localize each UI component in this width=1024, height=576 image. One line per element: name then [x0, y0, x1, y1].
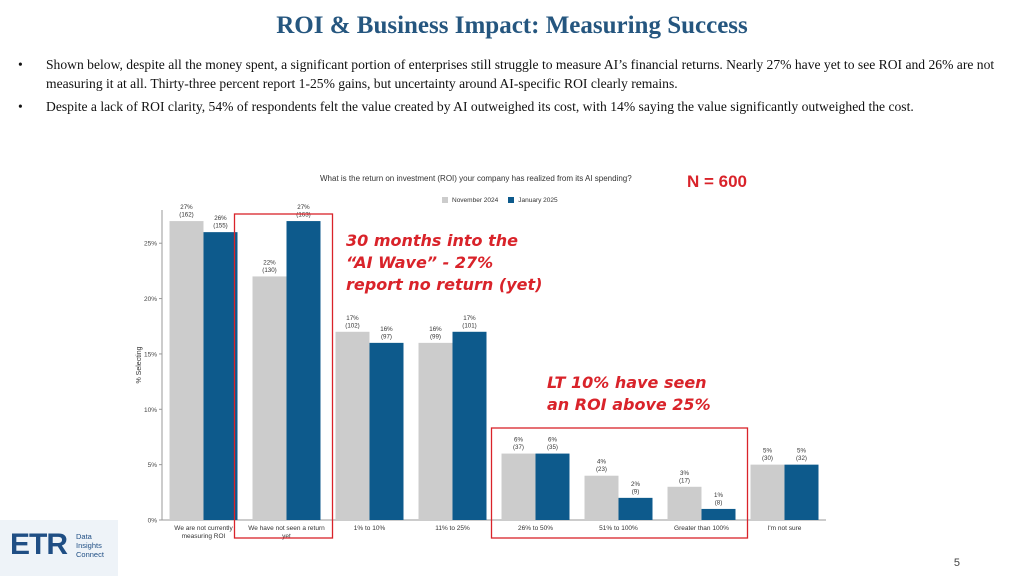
- annotation-line: an ROI above 25%: [547, 395, 711, 414]
- data-label: (162): [179, 212, 193, 219]
- bullet-list: • Shown below, despite all the money spe…: [18, 55, 1008, 120]
- bar-nov2024: [418, 342, 453, 520]
- bar-nov2024: [750, 464, 785, 520]
- x-tick-label: 51% to 100%: [599, 525, 638, 532]
- data-label: 27%: [297, 204, 310, 211]
- legend-swatch: [508, 197, 515, 204]
- bullet-text: Shown below, despite all the money spent…: [46, 57, 995, 91]
- bar-jan2025: [535, 453, 570, 520]
- data-label: (97): [381, 333, 392, 340]
- bar-nov2024: [501, 453, 536, 520]
- data-label: 5%: [797, 448, 806, 455]
- annotation-line: report no return (yet): [346, 275, 543, 294]
- y-tick-label: 10%: [144, 407, 157, 414]
- data-label: (35): [547, 444, 558, 451]
- chart-question: What is the return on investment (ROI) y…: [320, 174, 632, 183]
- data-label: 1%: [714, 492, 723, 499]
- data-label: 27%: [180, 204, 193, 211]
- data-label: 22%: [263, 259, 276, 266]
- bar-jan2025: [203, 232, 238, 520]
- bar-jan2025: [618, 497, 653, 520]
- data-label: (37): [513, 444, 524, 451]
- annotation-line: “AI Wave” - 27%: [346, 253, 494, 272]
- data-label: 16%: [429, 326, 442, 333]
- bullet-item: • Shown below, despite all the money spe…: [18, 55, 1008, 93]
- legend-label: January 2025: [518, 197, 558, 204]
- data-label: 2%: [631, 481, 640, 488]
- annotation-line: 30 months into the: [346, 231, 518, 250]
- bar-nov2024: [667, 486, 702, 520]
- bar-nov2024: [335, 331, 370, 520]
- logo-line: Connect: [76, 550, 104, 559]
- x-tick-label: We are not currently: [174, 525, 233, 532]
- x-tick-label: yet: [282, 533, 291, 540]
- data-label: (8): [715, 499, 723, 506]
- annotation-lt10: LT 10% have seen an ROI above 25%: [547, 372, 711, 416]
- data-label: 17%: [346, 315, 359, 322]
- logo-line: Data: [76, 532, 92, 541]
- data-label: 5%: [763, 448, 772, 455]
- data-label: (130): [262, 267, 276, 274]
- x-tick-label: 26% to 50%: [518, 525, 553, 532]
- x-tick-label: measuring ROI: [182, 533, 226, 540]
- bullet-item: • Despite a lack of ROI clarity, 54% of …: [18, 97, 1008, 116]
- bullet-marker: •: [18, 99, 23, 114]
- data-label: 17%: [463, 315, 476, 322]
- chart-legend: November 2024 January 2025: [442, 197, 558, 204]
- bullet-marker: •: [18, 57, 23, 72]
- x-tick-label: 11% to 25%: [435, 525, 470, 532]
- y-tick-label: 0%: [148, 518, 158, 525]
- data-label: (163): [296, 212, 310, 219]
- data-label: 3%: [680, 470, 689, 477]
- bar-jan2025: [701, 508, 736, 520]
- bar-nov2024: [252, 276, 287, 520]
- data-label: 26%: [214, 215, 227, 222]
- data-label: (99): [430, 333, 441, 340]
- x-tick-label: Greater than 100%: [674, 525, 729, 532]
- highlight-box-no-return: [233, 213, 334, 539]
- legend-item-jan: January 2025: [508, 197, 558, 204]
- y-tick-label: 25%: [144, 241, 157, 248]
- sample-size-label: N = 600: [687, 172, 748, 191]
- data-label: (102): [345, 322, 359, 329]
- data-label: (17): [679, 477, 690, 484]
- data-label: (9): [632, 488, 640, 495]
- slide-title: ROI & Business Impact: Measuring Success: [276, 12, 748, 39]
- x-tick-label: 1% to 10%: [354, 525, 386, 532]
- data-label: 6%: [548, 437, 557, 444]
- y-tick-label: 5%: [148, 462, 158, 469]
- data-label: 16%: [380, 326, 393, 333]
- data-label: (101): [462, 322, 476, 329]
- bar-nov2024: [584, 475, 619, 520]
- y-tick-label: 20%: [144, 296, 157, 303]
- bar-jan2025: [286, 221, 321, 521]
- bullet-text: Despite a lack of ROI clarity, 54% of re…: [46, 99, 914, 114]
- annotation-no-return: 30 months into the “AI Wave” - 27% repor…: [346, 230, 542, 296]
- legend-swatch: [442, 197, 448, 204]
- bar-jan2025: [369, 342, 404, 520]
- logo-text: Data Insights Connect: [76, 532, 104, 559]
- data-label: (155): [213, 223, 227, 230]
- data-label: (23): [596, 466, 607, 473]
- data-label: 4%: [597, 459, 606, 466]
- y-axis-label: % Selecting: [136, 346, 143, 383]
- bar-nov2024: [169, 221, 204, 521]
- page-number: 5: [953, 557, 960, 569]
- data-label: 6%: [514, 437, 523, 444]
- y-tick-label: 15%: [144, 351, 157, 358]
- legend-item-nov: November 2024: [442, 197, 498, 204]
- legend-label: November 2024: [452, 197, 499, 204]
- logo-mark: ETR: [10, 528, 68, 561]
- data-label: (30): [762, 455, 773, 462]
- x-tick-label: We have not seen a return: [248, 525, 325, 532]
- x-tick-label: I'm not sure: [768, 525, 802, 532]
- annotation-line: LT 10% have seen: [547, 373, 707, 392]
- highlight-box-lt10: [490, 427, 749, 539]
- data-label: (32): [796, 455, 807, 462]
- logo-line: Insights: [76, 541, 102, 550]
- etr-logo: ETR Data Insights Connect: [0, 520, 118, 576]
- bar-jan2025: [452, 331, 487, 520]
- bar-jan2025: [784, 464, 819, 520]
